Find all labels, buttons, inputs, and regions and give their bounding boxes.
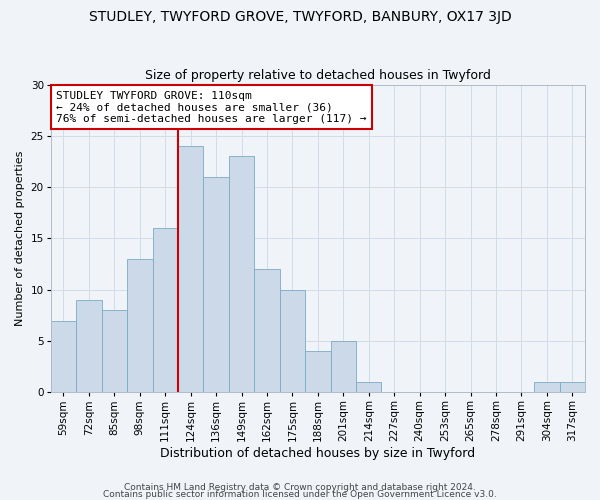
X-axis label: Distribution of detached houses by size in Twyford: Distribution of detached houses by size … (160, 447, 475, 460)
Text: Contains HM Land Registry data © Crown copyright and database right 2024.: Contains HM Land Registry data © Crown c… (124, 484, 476, 492)
Title: Size of property relative to detached houses in Twyford: Size of property relative to detached ho… (145, 69, 491, 82)
Bar (560, 382, 585, 392)
Bar (203, 177, 229, 392)
Bar (229, 156, 254, 392)
Bar (101, 310, 127, 392)
Text: STUDLEY, TWYFORD GROVE, TWYFORD, BANBURY, OX17 3JD: STUDLEY, TWYFORD GROVE, TWYFORD, BANBURY… (89, 10, 511, 24)
Text: STUDLEY TWYFORD GROVE: 110sqm
← 24% of detached houses are smaller (36)
76% of s: STUDLEY TWYFORD GROVE: 110sqm ← 24% of d… (56, 90, 367, 124)
Bar (280, 290, 305, 392)
Bar (534, 382, 560, 392)
Bar (356, 382, 382, 392)
Bar (254, 269, 280, 392)
Bar (51, 320, 76, 392)
Bar (152, 228, 178, 392)
Bar (127, 259, 152, 392)
Text: Contains public sector information licensed under the Open Government Licence v3: Contains public sector information licen… (103, 490, 497, 499)
Y-axis label: Number of detached properties: Number of detached properties (15, 151, 25, 326)
Bar (305, 352, 331, 393)
Bar (331, 341, 356, 392)
Bar (76, 300, 101, 392)
Bar (178, 146, 203, 392)
